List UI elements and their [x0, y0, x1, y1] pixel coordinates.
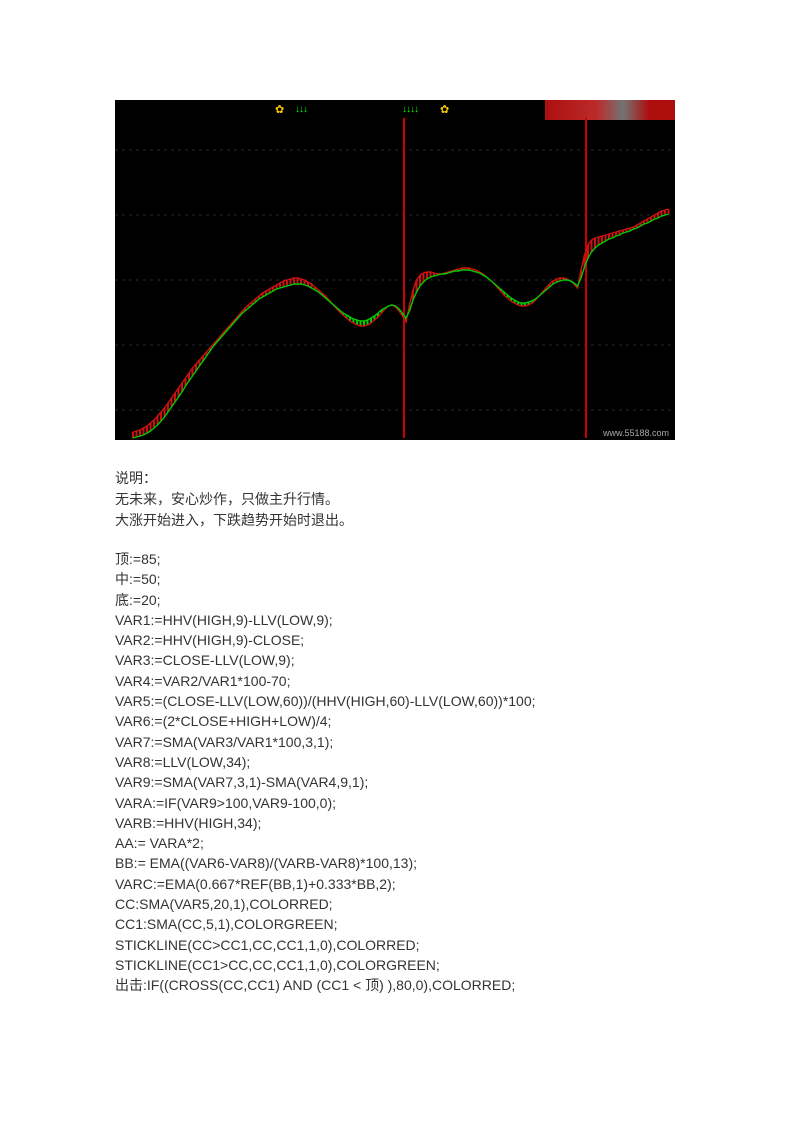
- person-icon: ✿: [440, 103, 449, 116]
- person-icon: ✿: [275, 103, 284, 116]
- code-line: VAR3:=CLOSE-LLV(LOW,9);: [115, 650, 678, 670]
- chart-canvas: [115, 100, 675, 440]
- code-line: VAR9:=SMA(VAR7,3,1)-SMA(VAR4,9,1);: [115, 772, 678, 792]
- code-line: 中:=50;: [115, 569, 678, 589]
- code-line: CC1:SMA(CC,5,1),COLORGREEN;: [115, 914, 678, 934]
- code-line: VAR7:=SMA(VAR3/VAR1*100,3,1);: [115, 732, 678, 752]
- code-line: 顶:=85;: [115, 549, 678, 569]
- watermark-label: www.55188.com: [603, 428, 669, 438]
- code-line: VAR1:=HHV(HIGH,9)-LLV(LOW,9);: [115, 610, 678, 630]
- code-line: VAR6:=(2*CLOSE+HIGH+LOW)/4;: [115, 711, 678, 731]
- explanation-block: 说明： 无未来，安心炒作，只做主升行情。 大涨开始进入，下跌趋势开始时退出。: [115, 468, 678, 531]
- code-line: 出击:IF((CROSS(CC,CC1) AND (CC1 < 顶) ),80,…: [115, 975, 678, 995]
- code-line: VAR2:=HHV(HIGH,9)-CLOSE;: [115, 630, 678, 650]
- code-line: BB:= EMA((VAR6-VAR8)/(VARB-VAR8)*100,13)…: [115, 853, 678, 873]
- code-line: STICKLINE(CC>CC1,CC,CC1,1,0),COLORRED;: [115, 935, 678, 955]
- down-arrow-icon: ↓↓↓↓: [402, 104, 418, 115]
- code-line: VARA:=IF(VAR9>100,VAR9-100,0);: [115, 793, 678, 813]
- indicator-chart: www.55188.com ↓↓↓↓↓↓↓✿✿: [115, 100, 675, 440]
- explain-line-1: 说明：: [115, 468, 678, 489]
- code-line: STICKLINE(CC1>CC,CC,CC1,1,0),COLORGREEN;: [115, 955, 678, 975]
- formula-code-block: 顶:=85;中:=50;底:=20;VAR1:=HHV(HIGH,9)-LLV(…: [115, 549, 678, 996]
- code-line: VARC:=EMA(0.667*REF(BB,1)+0.333*BB,2);: [115, 874, 678, 894]
- explain-line-2: 无未来，安心炒作，只做主升行情。: [115, 489, 678, 510]
- code-line: CC:SMA(VAR5,20,1),COLORRED;: [115, 894, 678, 914]
- code-line: VARB:=HHV(HIGH,34);: [115, 813, 678, 833]
- down-arrow-icon: ↓↓↓: [295, 104, 307, 115]
- code-line: 底:=20;: [115, 590, 678, 610]
- code-line: AA:= VARA*2;: [115, 833, 678, 853]
- code-line: VAR4:=VAR2/VAR1*100-70;: [115, 671, 678, 691]
- explain-line-3: 大涨开始进入，下跌趋势开始时退出。: [115, 510, 678, 531]
- code-line: VAR5:=(CLOSE-LLV(LOW,60))/(HHV(HIGH,60)-…: [115, 691, 678, 711]
- code-line: VAR8:=LLV(LOW,34);: [115, 752, 678, 772]
